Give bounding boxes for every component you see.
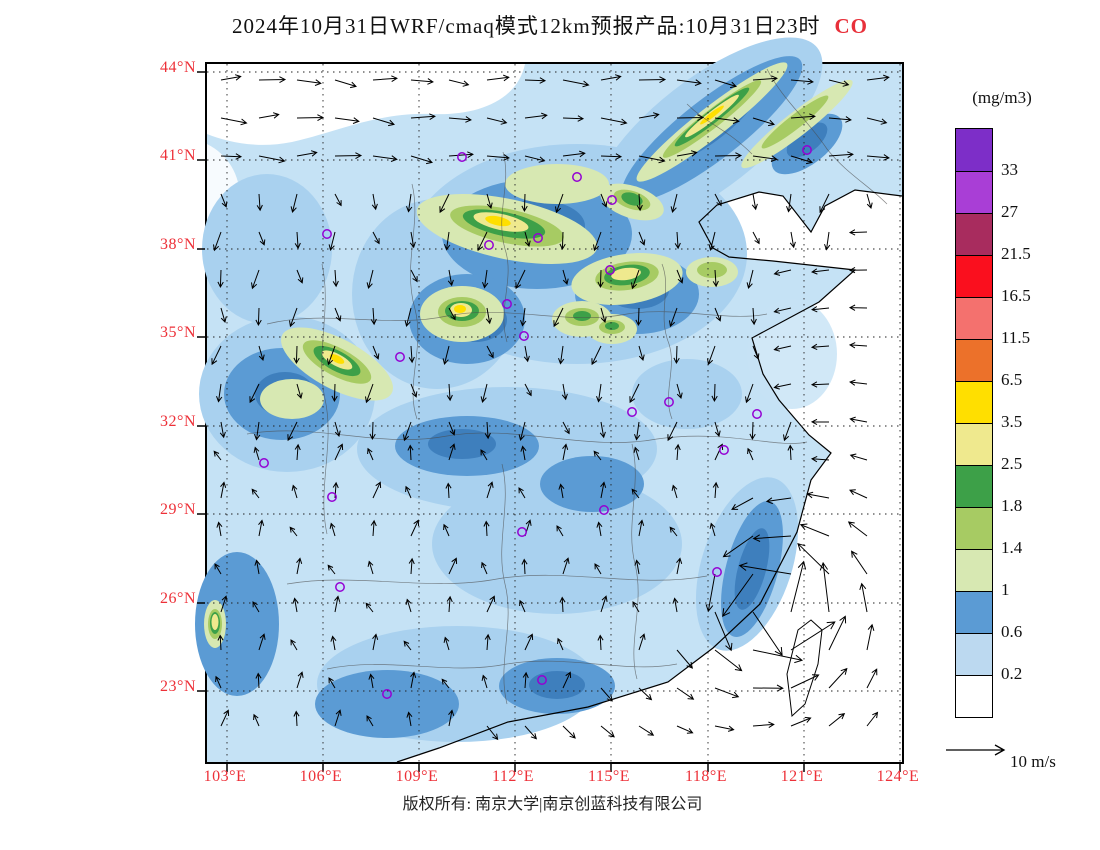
wind-reference-label: 10 m/s — [1010, 752, 1056, 771]
lat-label: 44°N — [160, 59, 196, 76]
colorbar-segment — [956, 507, 992, 549]
colorbar-segment — [956, 297, 992, 339]
colorbar-segment — [956, 171, 992, 213]
colorbar-label: 3.5 — [1001, 412, 1023, 431]
station-marker — [802, 145, 812, 155]
lon-label: 118°E — [684, 768, 728, 785]
lon-label: 124°E — [876, 768, 920, 785]
station-marker — [517, 527, 527, 537]
colorbar-segment — [956, 591, 992, 633]
lon-label: 115°E — [587, 768, 631, 785]
colorbar-label: 1 — [1001, 580, 1010, 599]
station-marker — [719, 445, 729, 455]
station-marker — [607, 195, 617, 205]
co-concentration-map — [195, 37, 903, 772]
colorbar-segment — [956, 423, 992, 465]
page-title: 2024年10月31日WRF/cmaq模式12km预报产品:10月31日23时 C… — [0, 10, 1100, 40]
station-marker — [572, 172, 582, 182]
station-marker — [484, 240, 494, 250]
station-marker — [327, 492, 337, 502]
colorbar-label: 0.2 — [1001, 664, 1023, 683]
station-marker — [627, 407, 637, 417]
colorbar-label: 16.5 — [1001, 286, 1031, 305]
wind-reference-arrow — [946, 744, 1006, 756]
colorbar-segment — [956, 255, 992, 297]
lat-label: 23°N — [160, 678, 196, 695]
station-marker — [457, 152, 467, 162]
colorbar-label: 6.5 — [1001, 370, 1023, 389]
species-label: CO — [834, 14, 868, 38]
lat-label: 26°N — [160, 590, 196, 607]
station-marker — [259, 458, 269, 468]
colorbar-segment — [956, 129, 992, 171]
lon-label: 109°E — [395, 768, 439, 785]
colorbar-label: 27 — [1001, 202, 1018, 221]
colorbar-label: 1.8 — [1001, 496, 1023, 515]
station-marker — [519, 331, 529, 341]
low-co-region-northwest — [207, 64, 525, 145]
lon-label: 106°E — [299, 768, 343, 785]
station-marker — [502, 299, 512, 309]
station-marker — [335, 582, 345, 592]
lon-label: 121°E — [780, 768, 824, 785]
lat-label: 38°N — [160, 236, 196, 253]
colorbar — [955, 128, 993, 718]
station-marker — [599, 505, 609, 515]
colorbar-label: 11.5 — [1001, 328, 1031, 347]
axis-ticks — [197, 71, 901, 772]
colorbar-segment — [956, 549, 992, 591]
title-text: 2024年10月31日WRF/cmaq模式12km预报产品:10月31日23时 — [232, 14, 821, 38]
colorbar-label: 1.4 — [1001, 538, 1023, 557]
station-markers — [259, 145, 812, 699]
copyright: 版权所有: 南京大学|南京创蓝科技有限公司 — [402, 796, 703, 813]
lat-label: 35°N — [160, 324, 196, 341]
colorbar-segment — [956, 381, 992, 423]
station-marker — [533, 233, 543, 243]
lon-label: 103°E — [203, 768, 247, 785]
taiwan-island — [786, 619, 823, 718]
colorbar-label: 2.5 — [1001, 454, 1023, 473]
station-marker — [322, 229, 332, 239]
station-marker — [664, 397, 674, 407]
colorbar-label: 33 — [1001, 160, 1018, 179]
lon-label: 112°E — [491, 768, 535, 785]
legend-units: (mg/m3) — [972, 88, 1032, 107]
coastline — [396, 189, 903, 763]
wind-arrows — [211, 74, 890, 741]
colorbar-segment — [956, 633, 992, 675]
station-marker — [395, 352, 405, 362]
station-marker — [605, 265, 615, 275]
lat-label: 41°N — [160, 147, 196, 164]
graticule — [207, 64, 902, 762]
colorbar-label: 21.5 — [1001, 244, 1031, 263]
station-marker — [382, 689, 392, 699]
lat-label: 32°N — [160, 413, 196, 430]
colorbar-segment — [956, 675, 992, 717]
colorbar-segment — [956, 339, 992, 381]
map-frame — [195, 37, 904, 772]
colorbar-label: 0.6 — [1001, 622, 1023, 641]
colorbar-segment — [956, 213, 992, 255]
sea-haze-patch — [747, 299, 837, 409]
station-marker — [752, 409, 762, 419]
station-marker — [537, 675, 547, 685]
station-marker — [712, 567, 722, 577]
colorbar-segment — [956, 465, 992, 507]
lat-label: 29°N — [160, 501, 196, 518]
